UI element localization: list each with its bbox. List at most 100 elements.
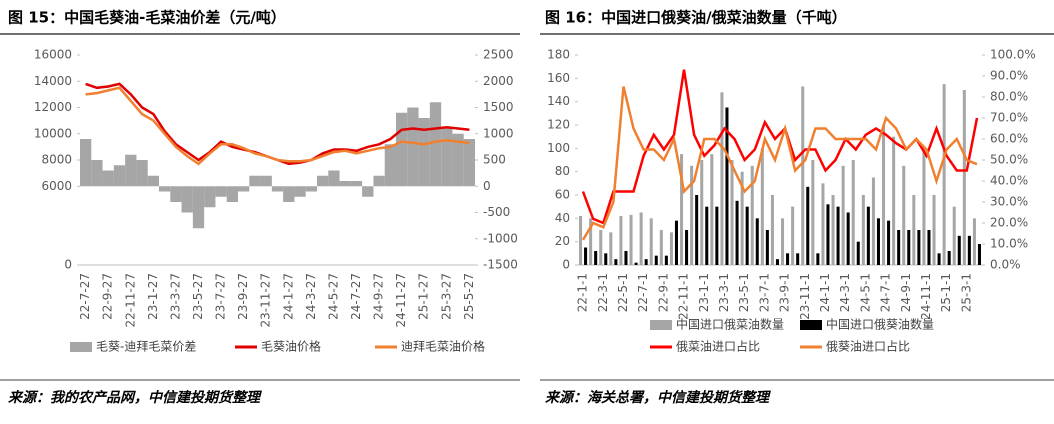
y-tick-label: 180 xyxy=(547,48,570,62)
y2-tick-label: 0 xyxy=(483,179,491,193)
bar xyxy=(624,251,628,265)
area-bar xyxy=(80,139,92,187)
x-tick-label: 25-3-1 xyxy=(959,273,973,312)
bar xyxy=(922,148,926,265)
bar xyxy=(770,195,774,265)
area-bar xyxy=(113,165,126,187)
x-tick-label: 25-5-27 xyxy=(462,273,476,320)
bar xyxy=(962,90,966,265)
bar xyxy=(972,218,976,265)
bar xyxy=(876,218,880,265)
y-tick-label: 0 xyxy=(64,258,72,272)
area-bar xyxy=(283,186,295,202)
bar xyxy=(730,160,734,265)
legend-label: 俄葵油进口占比 xyxy=(826,339,910,354)
area-bar xyxy=(204,186,216,208)
bar xyxy=(629,214,633,265)
area-bar xyxy=(373,175,385,187)
bar xyxy=(846,212,850,265)
bar xyxy=(649,218,653,265)
x-tick-label: 22-7-27 xyxy=(78,273,92,320)
x-tick-label: 22-9-1 xyxy=(656,273,670,312)
x-tick-label: 25-1-1 xyxy=(939,273,953,312)
bar xyxy=(892,136,896,265)
bar xyxy=(710,154,714,265)
area-bar xyxy=(339,181,351,187)
x-tick-label: 24-1-27 xyxy=(281,273,295,320)
chart-title: 图 15：中国毛葵油-毛菜油价差（元/吨） xyxy=(8,9,286,27)
y-tick-label: 8000 xyxy=(41,153,72,167)
y2-tick-label: 20.0% xyxy=(990,216,1028,230)
bar xyxy=(755,218,759,265)
bar xyxy=(791,206,795,265)
x-tick-label: 22-11-1 xyxy=(677,273,691,320)
x-tick-label: 23-5-27 xyxy=(191,273,205,320)
legend-swatch xyxy=(70,342,92,352)
chart-title: 图 16：中国进口俄葵油/俄菜油数量（千吨） xyxy=(545,9,847,27)
y-tick-label: 160 xyxy=(547,71,570,85)
bar xyxy=(594,251,598,265)
y2-tick-label: 60.0% xyxy=(990,132,1028,146)
bar xyxy=(705,206,709,265)
legend-swatch xyxy=(800,320,822,330)
y2-tick-label: 0.0% xyxy=(990,258,1021,272)
area-bar xyxy=(429,102,442,187)
area-bar xyxy=(147,175,159,187)
bar xyxy=(619,216,623,265)
bar xyxy=(639,212,643,265)
bar xyxy=(614,259,618,265)
y2-tick-label: 10.0% xyxy=(990,237,1028,251)
x-tick-label: 23-11-1 xyxy=(798,273,812,320)
area-bar xyxy=(350,181,363,187)
bar xyxy=(816,253,820,265)
bar xyxy=(669,232,673,265)
legend-label: 毛葵油价格 xyxy=(261,339,321,354)
bar xyxy=(579,216,583,265)
legend-label: 中国进口俄葵油数量 xyxy=(826,317,934,332)
x-tick-label: 23-1-27 xyxy=(146,273,160,320)
bar xyxy=(977,244,981,265)
bar xyxy=(781,218,785,265)
x-tick-label: 25-1-27 xyxy=(417,273,431,320)
y-tick-label: 10000 xyxy=(34,126,72,140)
x-tick-label: 24-9-27 xyxy=(372,273,386,320)
legend-swatch xyxy=(650,320,672,330)
y2-tick-label: 30.0% xyxy=(990,195,1028,209)
y2-tick-label: -500 xyxy=(483,205,510,219)
bar xyxy=(851,160,855,265)
bar xyxy=(715,206,719,265)
bar xyxy=(700,160,704,265)
area-bar xyxy=(441,128,453,187)
y2-tick-label: 1500 xyxy=(483,100,514,114)
bar xyxy=(775,259,779,265)
x-tick-label: 24-7-27 xyxy=(349,273,363,320)
bar xyxy=(674,220,678,265)
area-bar xyxy=(181,186,193,213)
area-bar xyxy=(407,107,419,187)
x-tick-label: 23-11-27 xyxy=(259,273,273,327)
y-tick-label: 40 xyxy=(555,211,570,225)
bar xyxy=(917,230,921,265)
area-bar xyxy=(317,175,329,187)
bar xyxy=(967,235,971,265)
source-note: 来源：海关总署，中信建投期货整理 xyxy=(545,389,771,406)
bar xyxy=(685,230,689,265)
bar xyxy=(806,186,810,265)
x-tick-label: 23-9-27 xyxy=(236,273,250,320)
x-tick-label: 23-5-1 xyxy=(737,273,751,312)
bar xyxy=(589,218,593,265)
y-tick-label: 16000 xyxy=(34,48,72,62)
x-tick-label: 24-11-27 xyxy=(394,273,408,327)
x-tick-label: 24-9-1 xyxy=(899,273,913,312)
bar xyxy=(659,230,663,265)
x-tick-label: 25-3-27 xyxy=(439,273,453,320)
bar xyxy=(765,230,769,265)
bar xyxy=(725,107,729,265)
area-bar xyxy=(362,186,374,197)
area-bar xyxy=(238,186,250,192)
area-bar xyxy=(91,160,103,187)
bar xyxy=(831,195,835,265)
y2-tick-label: 40.0% xyxy=(990,174,1028,188)
bar xyxy=(745,206,749,265)
